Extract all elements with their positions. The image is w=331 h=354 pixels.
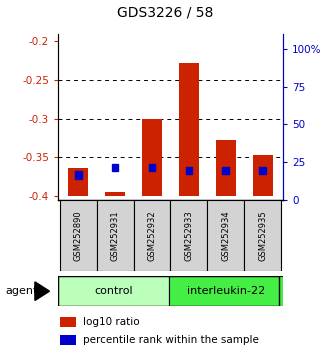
Bar [222,167,229,174]
Text: percentile rank within the sample: percentile rank within the sample [83,335,259,345]
Text: GSM252931: GSM252931 [111,210,119,261]
Bar [142,119,162,196]
Bar [60,335,76,345]
Text: GSM252932: GSM252932 [148,210,157,261]
Text: control: control [94,286,133,296]
Bar [68,167,88,196]
FancyBboxPatch shape [97,200,134,271]
FancyBboxPatch shape [170,200,207,271]
FancyBboxPatch shape [60,200,97,271]
Text: agent: agent [5,286,37,296]
FancyBboxPatch shape [168,276,300,306]
Text: GSM252935: GSM252935 [258,210,267,261]
Bar [260,167,266,174]
FancyBboxPatch shape [244,200,281,271]
Text: GSM252934: GSM252934 [221,210,230,261]
Bar [179,63,199,196]
FancyBboxPatch shape [207,200,244,271]
Text: log10 ratio: log10 ratio [83,317,139,327]
Bar [60,317,76,327]
FancyBboxPatch shape [134,200,170,271]
Text: GSM252933: GSM252933 [184,210,193,261]
Text: GDS3226 / 58: GDS3226 / 58 [117,5,214,19]
Bar [112,164,118,171]
FancyBboxPatch shape [58,276,168,306]
Bar [149,164,155,171]
Polygon shape [35,282,50,301]
Text: GSM252890: GSM252890 [74,210,83,261]
Bar [253,155,273,196]
Text: interleukin-22: interleukin-22 [187,286,265,296]
Bar [186,167,192,174]
Bar [105,192,125,196]
Bar [75,171,81,179]
Bar [216,141,236,196]
